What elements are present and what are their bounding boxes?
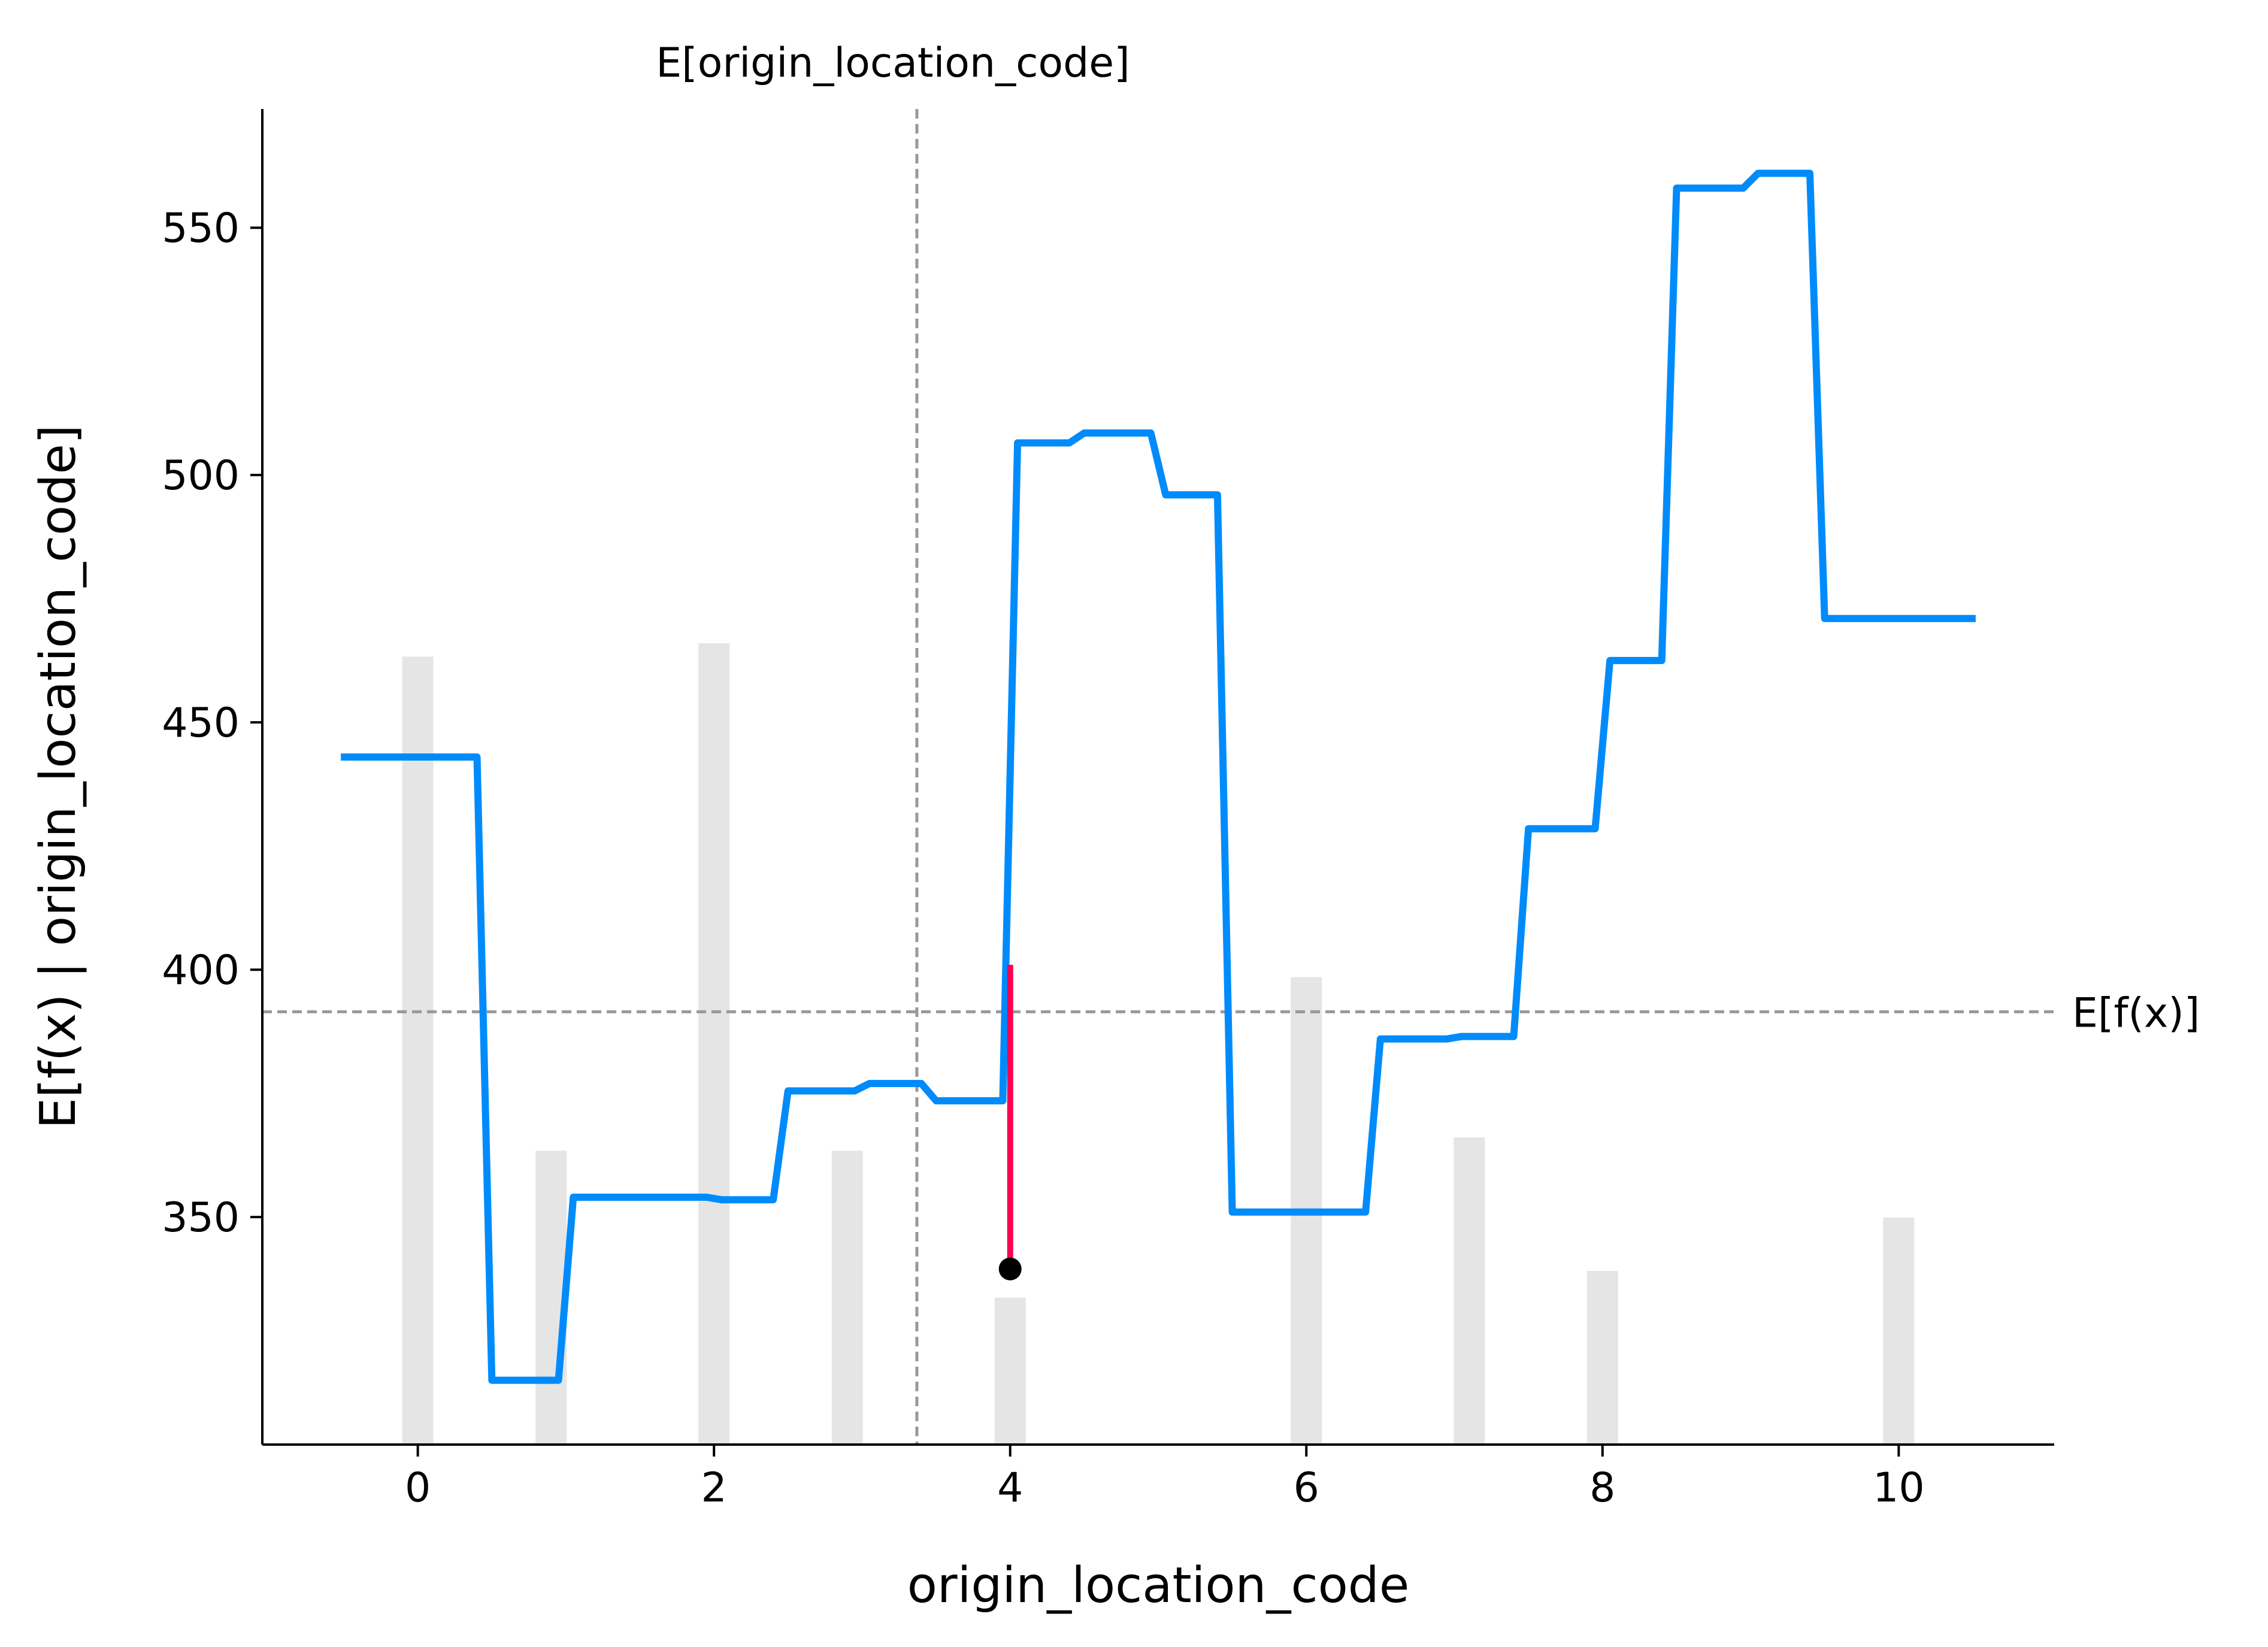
y-tick-label: 350 — [162, 1194, 240, 1242]
expected-fx-annotation: E[f(x)] — [2072, 989, 2200, 1037]
feature-histogram — [402, 643, 1915, 1445]
histogram-bar — [1454, 1137, 1485, 1445]
histogram-bar — [1883, 1217, 1915, 1445]
dependence-line — [341, 169, 1976, 1384]
x-tick-label: 10 — [1873, 1464, 1925, 1512]
x-tick-label: 6 — [1294, 1464, 1319, 1512]
histogram-bar — [994, 1297, 1026, 1445]
histogram-bar — [831, 1151, 863, 1445]
axes: 0 2 4 6 8 10 350 400 450 500 550 — [162, 109, 2054, 1512]
y-tick-label: 500 — [162, 452, 240, 499]
reference-lines — [262, 109, 2054, 1445]
x-tick-label: 8 — [1589, 1464, 1615, 1512]
x-tick-label: 4 — [997, 1464, 1023, 1512]
x-tick-label: 0 — [405, 1464, 431, 1512]
y-tick-label: 550 — [162, 205, 240, 252]
labels: origin_location_code E[f(x) | origin_loc… — [30, 40, 2200, 1614]
dependence-line-layer — [341, 169, 1976, 1384]
y-axis-label: E[f(x) | origin_location_code] — [30, 425, 87, 1129]
sample-point — [998, 1257, 1022, 1280]
histogram-bar — [698, 643, 730, 1445]
histogram-bar — [402, 656, 434, 1445]
x-axis-label: origin_location_code — [907, 1557, 1410, 1614]
y-tick-label: 450 — [162, 700, 240, 747]
expected-x-annotation: E[origin_location_code] — [656, 40, 1130, 87]
y-tick-label: 400 — [162, 947, 240, 994]
histogram-bar — [535, 1151, 567, 1445]
histogram-bar — [1586, 1271, 1618, 1445]
x-tick-label: 2 — [701, 1464, 727, 1512]
